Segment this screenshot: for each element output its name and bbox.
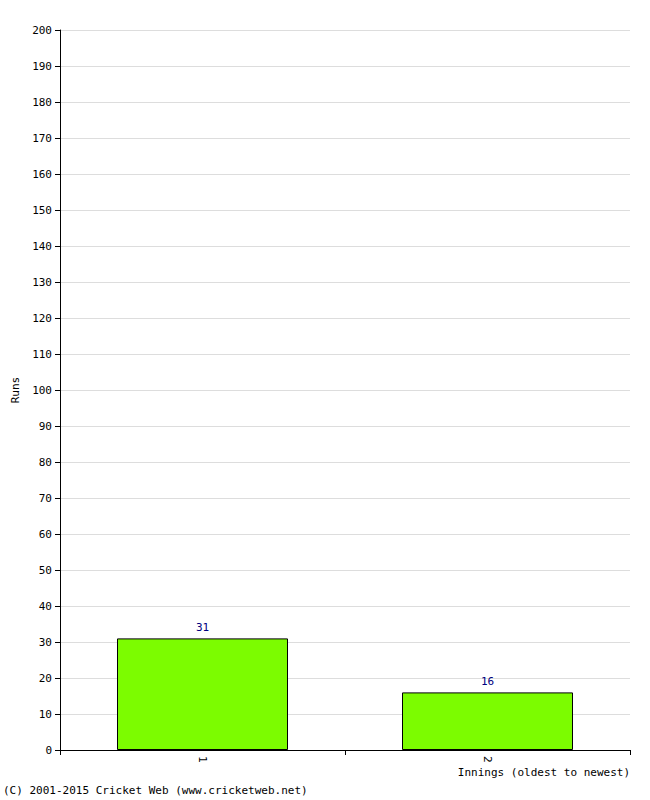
svg-text:1: 1 xyxy=(196,756,209,763)
svg-text:160: 160 xyxy=(32,168,52,181)
svg-text:Innings (oldest to newest): Innings (oldest to newest) xyxy=(458,766,630,779)
svg-text:120: 120 xyxy=(32,312,52,325)
svg-text:16: 16 xyxy=(481,675,494,688)
svg-text:170: 170 xyxy=(32,132,52,145)
svg-text:10: 10 xyxy=(39,708,52,721)
svg-text:60: 60 xyxy=(39,528,52,541)
svg-text:31: 31 xyxy=(196,621,209,634)
svg-text:2: 2 xyxy=(481,756,494,763)
svg-text:70: 70 xyxy=(39,492,52,505)
svg-text:Runs: Runs xyxy=(9,377,22,404)
svg-text:80: 80 xyxy=(39,456,52,469)
svg-text:0: 0 xyxy=(45,744,52,757)
svg-text:30: 30 xyxy=(39,636,52,649)
svg-text:20: 20 xyxy=(39,672,52,685)
svg-text:100: 100 xyxy=(32,384,52,397)
svg-text:110: 110 xyxy=(32,348,52,361)
svg-text:190: 190 xyxy=(32,60,52,73)
svg-text:40: 40 xyxy=(39,600,52,613)
svg-text:130: 130 xyxy=(32,276,52,289)
svg-text:50: 50 xyxy=(39,564,52,577)
svg-text:150: 150 xyxy=(32,204,52,217)
svg-text:180: 180 xyxy=(32,96,52,109)
svg-text:90: 90 xyxy=(39,420,52,433)
svg-text:140: 140 xyxy=(32,240,52,253)
svg-text:200: 200 xyxy=(32,24,52,37)
svg-text:(C) 2001-2015 Cricket Web (www: (C) 2001-2015 Cricket Web (www.cricketwe… xyxy=(3,784,308,797)
